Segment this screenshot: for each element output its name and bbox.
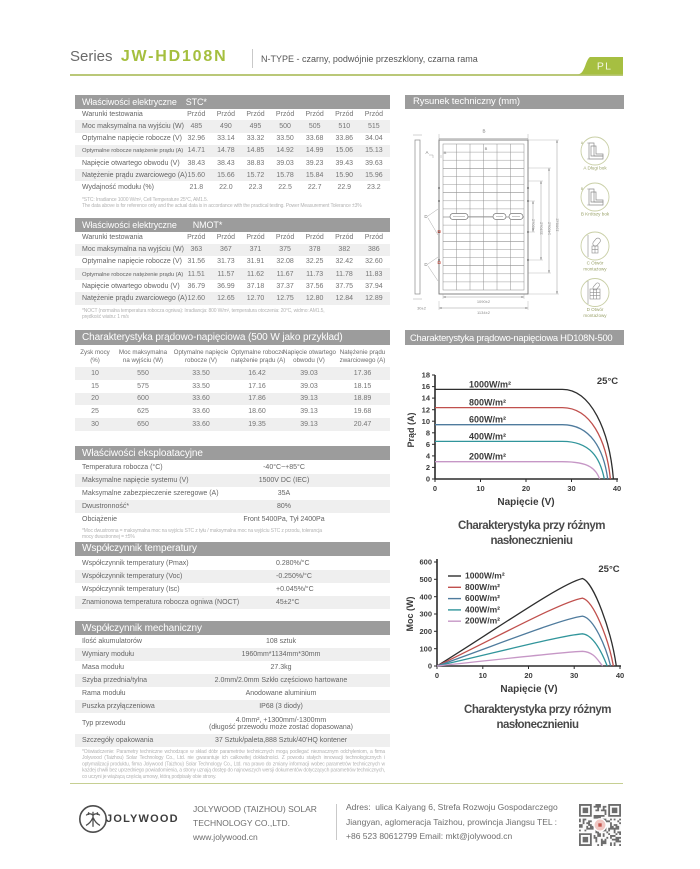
svg-text:10: 10 [422,417,430,426]
svg-text:10: 10 [479,671,487,680]
svg-text:400±2: 400±2 [531,218,536,230]
svg-text:6: 6 [426,440,430,449]
svg-text:40: 40 [613,484,621,493]
svg-text:200: 200 [419,627,432,636]
svg-text:20: 20 [524,671,532,680]
svg-text:10: 10 [476,484,484,493]
svg-text:B: B [485,146,488,151]
svg-text:14: 14 [422,394,431,403]
svg-text:A: A [444,150,447,155]
svg-text:2: 2 [426,463,430,472]
svg-text:PL: PL [597,61,612,73]
svg-text:20: 20 [522,484,530,493]
svg-text:B Krótszy bok: B Krótszy bok [581,212,610,217]
svg-text:D: D [424,262,428,267]
svg-text:30±2: 30±2 [417,306,427,311]
svg-text:25°C: 25°C [598,564,619,575]
svg-text:400W/m²: 400W/m² [469,431,506,441]
svg-text:8: 8 [426,428,430,437]
svg-text:A: A [581,141,584,145]
svg-text:400: 400 [419,592,432,601]
svg-text:300: 300 [419,610,432,619]
svg-text:Napięcie (V): Napięcie (V) [500,684,557,695]
svg-text:40: 40 [616,671,624,680]
svg-text:B: B [581,187,584,191]
svg-text:C Otwór: C Otwór [587,261,604,266]
svg-text:1000W/m²: 1000W/m² [465,571,505,581]
svg-text:Prąd (A): Prąd (A) [406,412,416,447]
svg-text:100: 100 [419,644,432,653]
svg-text:600W/m²: 600W/m² [465,593,500,603]
svg-text:0: 0 [426,475,430,484]
svg-text:1134±2: 1134±2 [477,310,491,315]
svg-text:600: 600 [419,558,432,567]
svg-text:montażowy: montażowy [583,313,607,318]
svg-text:D Otwór: D Otwór [587,307,604,312]
svg-text:1000W/m²: 1000W/m² [469,379,511,389]
svg-text:400W/m²: 400W/m² [465,604,500,614]
svg-text:25°C: 25°C [597,376,618,387]
svg-text:16: 16 [422,382,430,391]
svg-text:1400±2: 1400±2 [547,221,552,235]
svg-text:800W/m²: 800W/m² [465,582,500,592]
svg-text:A Długi bok: A Długi bok [583,166,607,171]
svg-text:montażowy: montażowy [583,267,607,272]
svg-text:30: 30 [567,484,575,493]
svg-text:4: 4 [426,452,431,461]
svg-text:B: B [482,129,485,134]
svg-text:1130±2: 1130±2 [539,221,544,235]
svg-text:30: 30 [570,671,578,680]
svg-text:12: 12 [422,405,430,414]
svg-text:Moc (W): Moc (W) [405,597,415,632]
svg-text:D: D [424,214,428,219]
svg-text:A: A [425,150,428,155]
svg-text:1960±2: 1960±2 [555,218,560,232]
svg-text:1090±2: 1090±2 [477,299,491,304]
svg-text:0: 0 [433,484,437,493]
svg-text:800W/m²: 800W/m² [469,398,506,408]
svg-text:Napięcie (V): Napięcie (V) [497,497,554,508]
svg-text:200W/m²: 200W/m² [465,616,500,626]
svg-text:0: 0 [428,662,432,671]
svg-text:500: 500 [419,575,432,584]
svg-text:200W/m²: 200W/m² [469,452,506,462]
svg-text:18: 18 [422,371,430,380]
svg-text:0: 0 [435,671,439,680]
svg-text:600W/m²: 600W/m² [469,415,506,425]
